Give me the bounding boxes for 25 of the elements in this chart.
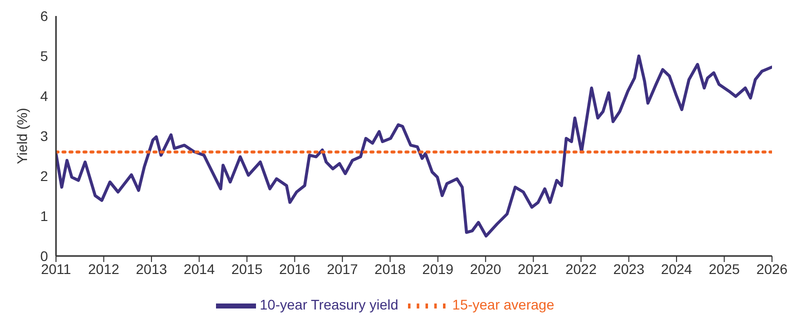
legend-label: 15-year average	[452, 296, 554, 313]
x-tick-label: 2022	[565, 260, 597, 277]
x-tick-label: 2014	[184, 260, 215, 277]
y-tick-label: 1	[40, 208, 48, 224]
x-tick-label: 2023	[613, 260, 645, 277]
x-tick-label: 2024	[660, 260, 692, 277]
x-tick-label: 2021	[518, 260, 550, 277]
y-tick-label: 6	[40, 8, 48, 24]
x-tick-label: 2025	[708, 260, 740, 277]
x-tick-label: 2017	[326, 260, 358, 277]
y-tick-label: 5	[40, 48, 48, 64]
y-tick-label: 4	[40, 88, 48, 104]
x-tick-label: 2015	[231, 260, 263, 277]
x-tick-label: 2018	[374, 260, 406, 277]
x-tick-label: 2026	[756, 260, 788, 277]
legend-label: 10-year Treasury yield	[260, 296, 398, 313]
x-tick-label: 2012	[88, 260, 120, 277]
y-axis-title: Yield (%)	[14, 108, 30, 164]
y-tick-label: 3	[40, 128, 48, 144]
line-series	[56, 54, 772, 238]
x-tick-label: 2020	[470, 260, 502, 277]
x-tick-label: 2013	[136, 260, 168, 277]
x-tick-label: 2016	[279, 260, 310, 277]
y-tick-label: 2	[40, 168, 48, 184]
x-tick-label: 2019	[422, 260, 454, 277]
